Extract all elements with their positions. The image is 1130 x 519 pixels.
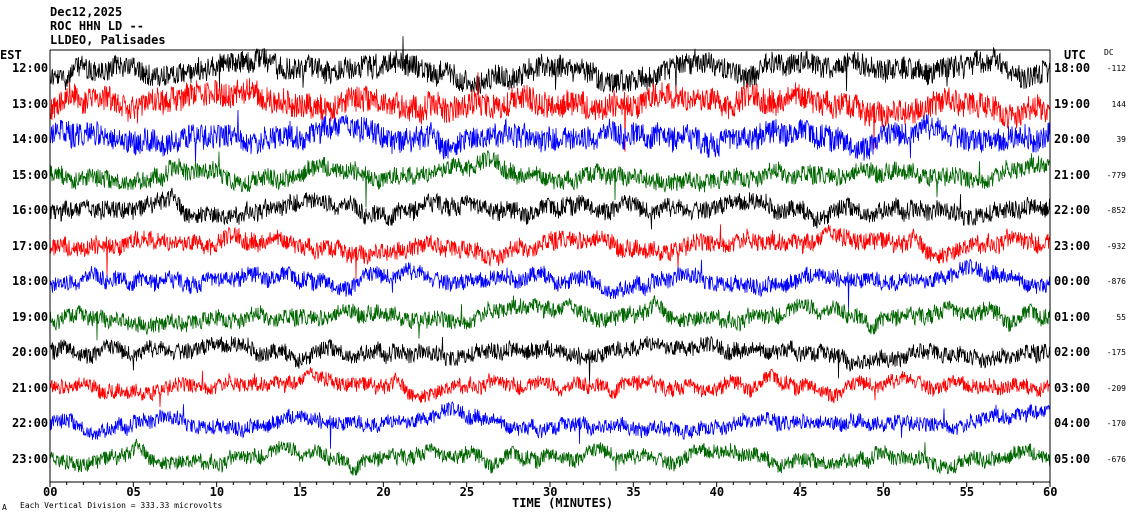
utc-label: 20:00 xyxy=(1054,132,1091,146)
utc-label: 02:00 xyxy=(1054,345,1091,359)
x-tick-label: 45 xyxy=(793,485,808,499)
dc-value: -676 xyxy=(1106,454,1126,464)
x-tick-label: 25 xyxy=(459,485,475,499)
x-tick-label: 30 xyxy=(543,485,558,499)
header-date: Dec12,2025 xyxy=(50,5,123,19)
dc-value: -876 xyxy=(1106,277,1126,286)
utc-label: 22:00 xyxy=(1054,203,1091,217)
seismic-traces xyxy=(49,36,1051,476)
est-label: 23:00 xyxy=(12,451,49,466)
dc-value: -779 xyxy=(1106,170,1126,180)
est-label: 15:00 xyxy=(12,167,49,182)
dc-value: -170 xyxy=(1106,419,1126,428)
scale-note: Each Vertical Division = 333.33 microvol… xyxy=(20,501,223,510)
x-tick-label: 50 xyxy=(876,485,891,499)
x-axis-label: TIME (MINUTES) xyxy=(512,496,614,510)
dc-value: -209 xyxy=(1106,383,1126,393)
trace-row-2300 xyxy=(49,438,1051,476)
x-tick-label: 55 xyxy=(959,485,975,499)
left-axis-title: EST xyxy=(0,48,22,62)
x-tick-label: 05 xyxy=(126,485,141,499)
dc-value: -175 xyxy=(1106,348,1126,357)
est-label: 22:00 xyxy=(12,416,49,430)
utc-label: 21:00 xyxy=(1054,167,1091,182)
est-label: 18:00 xyxy=(12,274,49,288)
dc-value: 39 xyxy=(1116,135,1126,144)
dc-value: -112 xyxy=(1106,64,1126,73)
dc-title: DC xyxy=(1104,48,1114,57)
est-label: 16:00 xyxy=(12,203,49,217)
x-tick-label: 60 xyxy=(1043,485,1058,499)
header-source: LLDEO, Palisades xyxy=(50,33,166,47)
utc-label: 05:00 xyxy=(1054,451,1091,466)
est-label: 17:00 xyxy=(12,238,49,253)
utc-label: 18:00 xyxy=(1054,61,1091,75)
est-label: 20:00 xyxy=(12,345,49,359)
x-tick-label: 15 xyxy=(293,485,308,499)
x-tick-label: 20 xyxy=(376,485,391,499)
est-label: 21:00 xyxy=(12,380,49,395)
trace-row-2200 xyxy=(49,401,1051,449)
utc-label: 00:00 xyxy=(1054,274,1091,288)
trace-row-2000 xyxy=(49,335,1051,386)
dc-value: -852 xyxy=(1106,206,1126,215)
corner-mark: A xyxy=(2,503,7,512)
dc-value: 144 xyxy=(1111,99,1126,109)
utc-label: 19:00 xyxy=(1054,96,1091,111)
right-axis-title: UTC xyxy=(1064,48,1086,62)
plot-frame xyxy=(49,49,1051,487)
utc-label: 04:00 xyxy=(1054,416,1091,430)
est-label: 14:00 xyxy=(12,132,49,146)
x-tick-label: 35 xyxy=(626,485,641,499)
trace-row-1800 xyxy=(49,258,1051,309)
dc-value: 55 xyxy=(1116,312,1126,322)
dc-value: -932 xyxy=(1106,241,1126,251)
utc-label: 01:00 xyxy=(1054,309,1091,324)
x-tick-label: 00 xyxy=(43,485,58,499)
trace-row-1700 xyxy=(49,224,1051,279)
est-label: 19:00 xyxy=(12,309,49,324)
est-label: 13:00 xyxy=(12,96,49,111)
x-tick-label: 10 xyxy=(209,485,225,499)
trace-row-1900 xyxy=(49,295,1051,341)
x-tick-label: 40 xyxy=(709,485,725,499)
trace-row-1600 xyxy=(49,187,1051,230)
trace-row-1200 xyxy=(49,36,1051,100)
est-label: 12:00 xyxy=(12,61,49,75)
trace-row-1400 xyxy=(49,109,1051,164)
header-station: ROC HHN LD -- xyxy=(50,19,144,33)
trace-row-1300 xyxy=(49,72,1051,152)
utc-label: 03:00 xyxy=(1054,380,1091,395)
trace-row-1500 xyxy=(49,150,1051,208)
trace-row-2100 xyxy=(49,367,1051,407)
utc-label: 23:00 xyxy=(1054,238,1091,253)
